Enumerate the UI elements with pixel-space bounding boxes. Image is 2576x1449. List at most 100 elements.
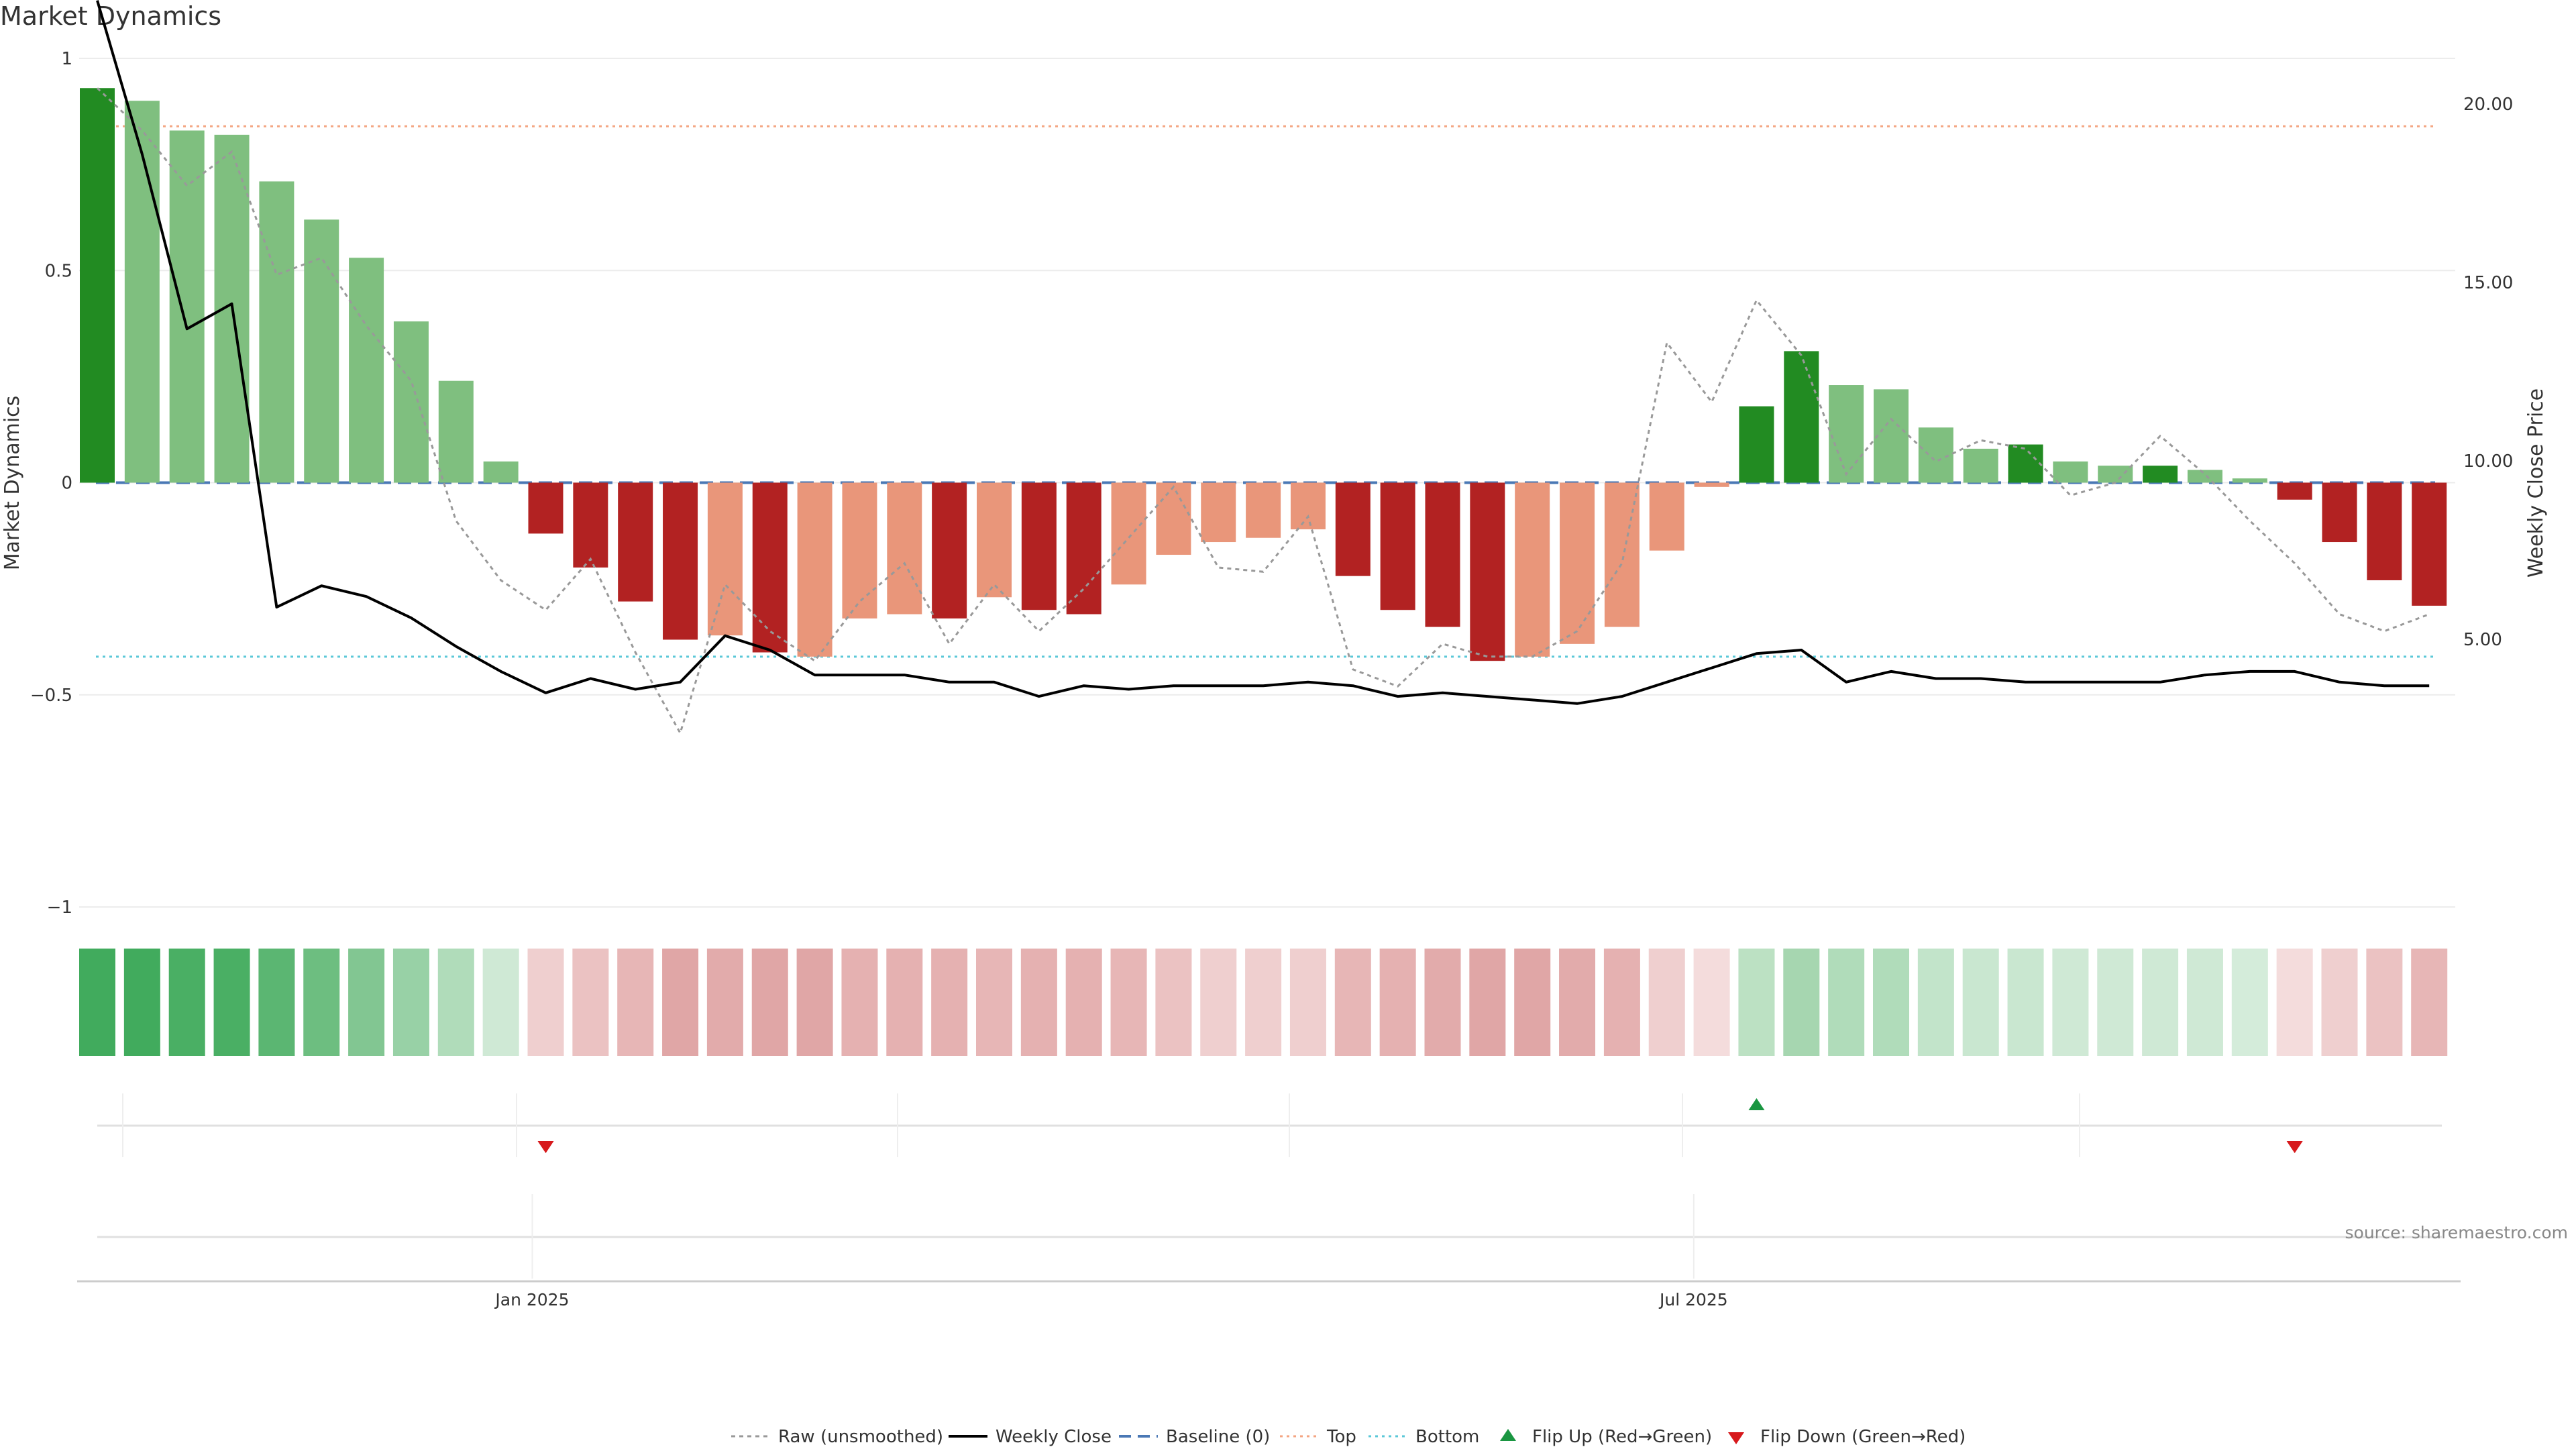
bar-37 <box>1739 406 1774 483</box>
bar-48 <box>2232 478 2267 483</box>
heat-cell-47 <box>2186 949 2223 1056</box>
heat-cell-35 <box>1648 949 1685 1056</box>
x-tick-label: Jan 2025 <box>494 1290 569 1309</box>
bar-11 <box>573 482 608 568</box>
bar-33 <box>1560 482 1595 644</box>
bar-21 <box>1021 482 1057 610</box>
legend-label: Flip Up (Red→Green) <box>1532 1427 1712 1447</box>
bar-9 <box>483 461 519 483</box>
heat-cell-21 <box>1020 949 1057 1056</box>
legend-label: Baseline (0) <box>1166 1427 1270 1447</box>
bar-18 <box>887 482 922 614</box>
bar-27 <box>1290 482 1326 530</box>
source-label: source: sharemaestro.com <box>2345 1223 2569 1242</box>
heat-cell-7 <box>392 949 429 1056</box>
axes: 10.50−0.5−125.0020.0015.0010.005.00Marke… <box>1 49 2548 918</box>
heat-cell-19 <box>931 949 968 1056</box>
heat-cell-32 <box>1514 949 1551 1056</box>
heat-cell-17 <box>841 949 878 1056</box>
bar-4 <box>259 181 294 483</box>
heat-cell-52 <box>2411 949 2448 1056</box>
bar-23 <box>1111 482 1146 585</box>
bar-5 <box>304 219 339 483</box>
bar-28 <box>1335 482 1371 576</box>
x-tick-label: Jul 2025 <box>1658 1290 1728 1309</box>
heat-cell-40 <box>1873 949 1909 1056</box>
legend-label: Raw (unsmoothed) <box>778 1427 943 1447</box>
heat-cell-39 <box>1828 949 1865 1056</box>
bar-2 <box>169 130 205 483</box>
heat-cell-11 <box>572 949 609 1056</box>
bar-7 <box>393 321 429 483</box>
legend-label: Bottom <box>1415 1427 1479 1447</box>
legend-label: Top <box>1326 1427 1356 1447</box>
bar-20 <box>977 482 1012 598</box>
heat-cell-42 <box>1962 949 1999 1056</box>
heat-cell-6 <box>348 949 385 1056</box>
heat-cell-30 <box>1424 949 1461 1056</box>
right-tick-label: 20.00 <box>2463 95 2513 115</box>
heat-cell-48 <box>2231 949 2268 1056</box>
heat-cell-13 <box>662 949 699 1056</box>
bar-32 <box>1515 482 1550 657</box>
bar-15 <box>752 482 788 653</box>
bar-1 <box>124 101 160 483</box>
heat-cell-0 <box>79 949 115 1056</box>
heat-cell-20 <box>976 949 1012 1056</box>
heat-cell-23 <box>1110 949 1147 1056</box>
bar-52 <box>2412 482 2447 606</box>
bar-19 <box>932 482 967 619</box>
heat-cell-27 <box>1289 949 1326 1056</box>
heat-cell-4 <box>258 949 295 1056</box>
heat-cell-31 <box>1469 949 1506 1056</box>
heat-cell-46 <box>2142 949 2179 1056</box>
left-axis-title: Market Dynamics <box>1 396 24 571</box>
bar-14 <box>707 482 743 636</box>
heat-cell-44 <box>2052 949 2089 1056</box>
heat-cell-33 <box>1559 949 1596 1056</box>
right-tick-label: 5.00 <box>2463 630 2502 650</box>
legend: Raw (unsmoothed) Weekly Close Baseline (0)… <box>731 1427 1966 1447</box>
heat-cell-50 <box>2321 949 2358 1056</box>
left-tick-label: 1 <box>61 49 72 69</box>
heat-cell-38 <box>1783 949 1820 1056</box>
bar-50 <box>2322 482 2357 543</box>
bar-34 <box>1604 482 1640 627</box>
bar-30 <box>1425 482 1460 627</box>
left-tick-label: −0.5 <box>30 686 72 706</box>
bar-51 <box>2367 482 2402 580</box>
heat-strip <box>79 949 2448 1056</box>
flip-panel <box>97 1093 2442 1157</box>
bar-35 <box>1649 482 1684 551</box>
heat-cell-15 <box>751 949 788 1056</box>
bar-16 <box>797 482 833 657</box>
heat-cell-51 <box>2366 949 2403 1056</box>
bar-26 <box>1246 482 1281 538</box>
heat-cell-3 <box>213 949 250 1056</box>
legend-flip-up-swatch <box>1500 1429 1516 1441</box>
bar-47 <box>2187 470 2222 483</box>
bar-0 <box>80 88 115 483</box>
left-tick-label: −1 <box>47 898 72 918</box>
bar-8 <box>438 380 474 483</box>
bar-22 <box>1066 482 1102 614</box>
heat-cell-41 <box>1917 949 1954 1056</box>
bar-42 <box>1963 448 1998 483</box>
bar-24 <box>1156 482 1191 555</box>
left-tick-label: 0 <box>61 474 72 494</box>
raw-line <box>96 87 2430 736</box>
right-axis-title: Weekly Close Price <box>2524 388 2548 578</box>
bar-17 <box>842 482 877 619</box>
line-series <box>96 0 2430 736</box>
bar-25 <box>1201 482 1236 543</box>
bar-31 <box>1470 482 1505 661</box>
heat-cell-49 <box>2276 949 2313 1056</box>
heat-cell-2 <box>168 949 205 1056</box>
time-axis: Jan 2025 Jul 2025 <box>77 1194 2461 1309</box>
heat-cell-28 <box>1334 949 1371 1056</box>
bar-45 <box>2098 466 2133 483</box>
bar-43 <box>2008 444 2043 483</box>
chart-title: Market Dynamics <box>0 1 222 31</box>
heat-cell-8 <box>437 949 474 1056</box>
